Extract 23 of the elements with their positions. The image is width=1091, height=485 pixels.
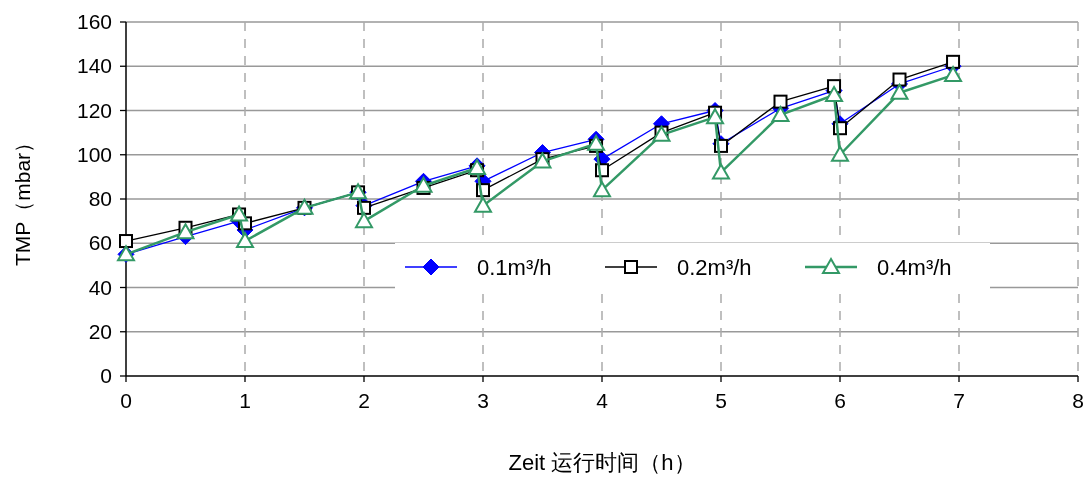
- y-tick-label: 120: [76, 98, 112, 122]
- x-tick-label: 5: [715, 389, 727, 412]
- legend-label: 0.2m³/h: [677, 255, 752, 280]
- y-tick-label: 80: [88, 187, 112, 210]
- legend-label: 0.4m³/h: [877, 255, 952, 280]
- x-tick-label: 4: [596, 389, 609, 412]
- x-tick-label: 7: [953, 389, 965, 412]
- y-tick-label: 60: [88, 231, 112, 255]
- x-tick-label: 2: [358, 389, 370, 412]
- x-tick-label: 0: [120, 389, 132, 412]
- y-tick-label: 140: [76, 54, 112, 78]
- x-tick-label: 8: [1072, 389, 1084, 412]
- x-tick-label: 6: [834, 389, 846, 412]
- y-tick-label: 0: [100, 364, 112, 387]
- x-tick-label: 1: [239, 389, 251, 412]
- x-axis-title: Zeit 运行时间（h）: [508, 450, 696, 475]
- y-tick-label: 100: [76, 142, 112, 166]
- x-tick-label: 3: [477, 389, 489, 412]
- y-tick-label: 160: [76, 10, 112, 33]
- y-axis-title: TMP（mbar）: [11, 131, 34, 267]
- legend-label: 0.1m³/h: [477, 255, 552, 280]
- y-tick-label: 40: [88, 275, 112, 299]
- y-tick-label: 20: [88, 319, 112, 343]
